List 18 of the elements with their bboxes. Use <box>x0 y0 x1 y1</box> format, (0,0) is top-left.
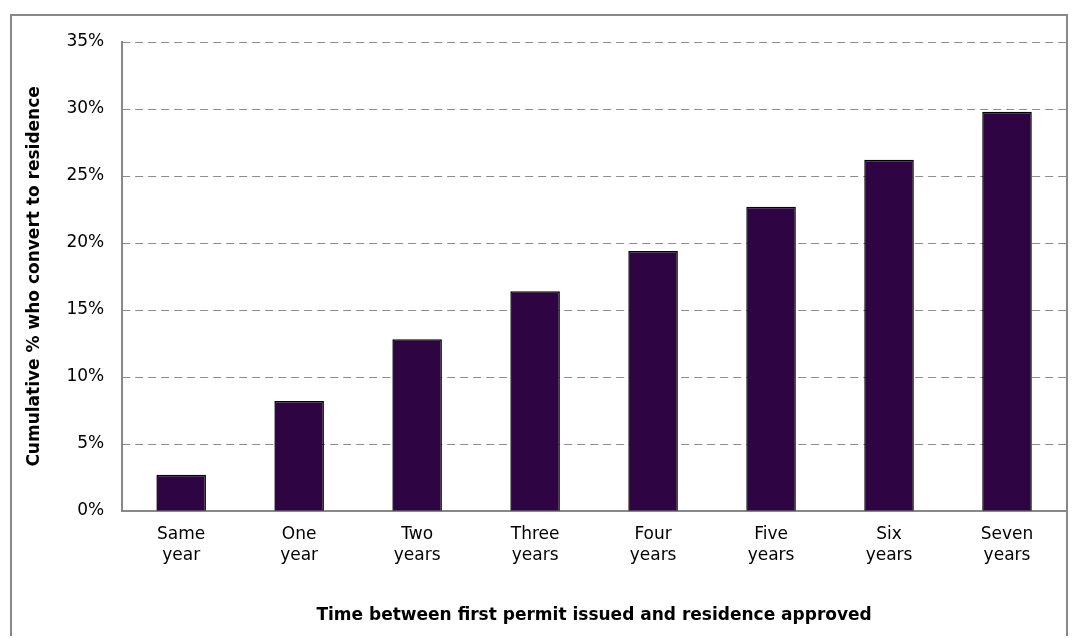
x-tick-label: Six years <box>865 523 913 564</box>
x-tick-label: Two years <box>393 523 441 564</box>
y-tick-label: 25% <box>66 164 105 185</box>
x-tick-label: Five years <box>747 523 795 564</box>
y-tick-label: 35% <box>66 30 105 51</box>
x-tick-label: One year <box>280 523 319 564</box>
y-tick-label: 10% <box>66 365 105 386</box>
y-tick-label: 5% <box>77 432 105 453</box>
y-axis-title: Cumulative % who convert to residence <box>22 86 43 467</box>
x-tick-label: Three years <box>509 523 560 564</box>
y-tick-label: 0% <box>77 499 105 520</box>
y-tick-label: 30% <box>66 97 105 118</box>
x-axis-title: Time between first permit issued and residence approved <box>316 604 872 625</box>
y-tick-label: 15% <box>66 298 105 319</box>
x-tick-label: Four years <box>629 523 677 564</box>
y-tick-label: 20% <box>66 231 105 252</box>
x-tick-label: Seven years <box>980 523 1034 564</box>
x-tick-label: Same year <box>157 523 206 564</box>
